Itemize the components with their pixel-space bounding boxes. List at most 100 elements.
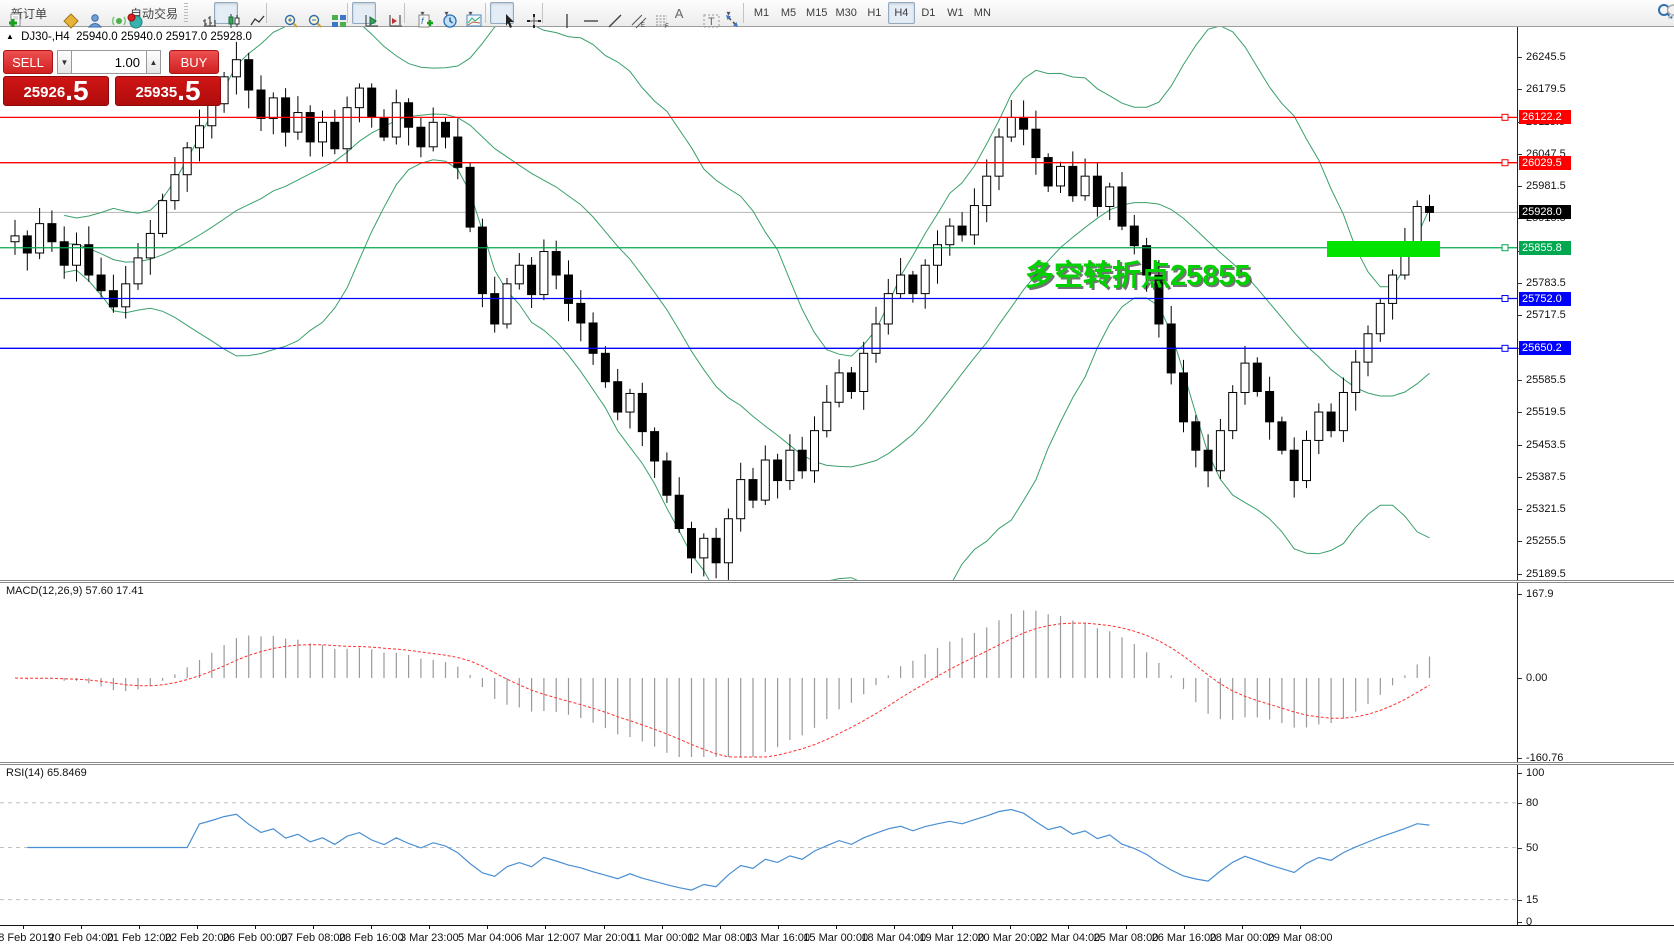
time-tick — [1125, 926, 1127, 929]
candle-body — [637, 392, 647, 433]
candle-body — [1215, 430, 1225, 472]
price-tick-label: 25783.5 — [1526, 277, 1566, 290]
collapse-triangle-icon[interactable]: ▲ — [6, 32, 14, 41]
indicators-button[interactable]: f ▾ — [409, 2, 433, 28]
hline-handle[interactable] — [1501, 244, 1509, 252]
rsi-label: RSI(14) 65.8469 — [6, 767, 87, 779]
horizontal-line-button[interactable] — [571, 2, 599, 24]
timeframe-w1[interactable]: W1 — [947, 7, 964, 19]
timeframe-m15[interactable]: M15 — [806, 7, 828, 19]
one-click-trading-panel: SELL ▼ ▲ BUY 25926.5 25935.5 — [3, 50, 222, 106]
chart-shift-button[interactable] — [376, 2, 403, 27]
main-toolbar: 新订单 自动交易 — [0, 0, 1674, 29]
sell-price-display[interactable]: 25926.5 — [3, 76, 109, 106]
timeframe-h1[interactable]: H1 — [867, 7, 882, 19]
timeframe-mn[interactable]: MN — [973, 7, 991, 19]
candle-body — [883, 293, 893, 325]
candle-body — [1006, 116, 1016, 138]
indicators-caret: ▾ — [420, 8, 425, 18]
time-label: 26 Mar 16:00 — [1151, 932, 1217, 944]
templates-button[interactable]: ▾ — [457, 2, 482, 27]
time-tick — [255, 926, 257, 929]
pane-divider-macd[interactable] — [0, 580, 1674, 583]
candlestick-chart-button[interactable] — [214, 2, 240, 28]
candle-body — [305, 112, 315, 143]
timeframe-m1[interactable]: M1 — [753, 7, 770, 19]
chart-annotation-text[interactable]: 多空转折点25855 — [1025, 260, 1251, 292]
buy-price-display[interactable]: 25935.5 — [115, 76, 221, 106]
price-tick — [1518, 153, 1522, 155]
rsi-pane[interactable] — [0, 765, 1517, 925]
timeframe-d1[interactable]: D1 — [921, 7, 936, 19]
time-label: 19 Mar 12:00 — [919, 932, 985, 944]
time-tick — [1009, 926, 1011, 929]
candle-body — [551, 251, 561, 276]
candle-body — [1203, 449, 1213, 472]
time-label: 29 Mar 08:00 — [1267, 932, 1333, 944]
profiles-button[interactable] — [51, 2, 79, 29]
label-tool-button[interactable]: T — [691, 2, 720, 28]
timeframe-h4[interactable]: H4 — [887, 2, 915, 24]
candle-body — [1326, 411, 1336, 432]
volume-increase-button[interactable]: ▲ — [146, 50, 161, 74]
candle-body — [969, 205, 979, 236]
tile-windows-button[interactable] — [319, 2, 347, 27]
hline-handle[interactable] — [1501, 295, 1509, 303]
text-tool-button[interactable]: A — [667, 2, 691, 24]
candle-body — [650, 431, 660, 462]
signal-button[interactable] — [99, 2, 127, 26]
price-tick-label: 25255.5 — [1526, 535, 1566, 548]
highlight-rectangle[interactable] — [1327, 241, 1440, 257]
periods-button[interactable]: ▾ — [433, 2, 457, 28]
autotrade-button[interactable]: 自动交易 — [123, 2, 182, 29]
hline-price-label: 26029.5 — [1519, 155, 1571, 170]
candle-body — [182, 147, 192, 176]
zoom-in-button[interactable] — [271, 2, 298, 28]
buy-button[interactable]: BUY — [169, 50, 219, 74]
sell-button[interactable]: SELL — [3, 50, 53, 74]
hline-handle[interactable] — [1501, 344, 1509, 352]
time-label: 28 Mar 00:00 — [1209, 932, 1275, 944]
candle-body — [1080, 175, 1090, 197]
svg-text:E: E — [641, 23, 645, 29]
candle-body — [1289, 449, 1299, 482]
time-label: 3 Mar 23:00 — [399, 932, 459, 944]
price-tick — [1518, 57, 1522, 58]
svg-text:f: f — [421, 16, 425, 26]
main-chart-pane[interactable] — [0, 27, 1517, 580]
candle-body — [527, 264, 537, 296]
time-tick — [429, 926, 431, 929]
price-axis[interactable]: 26245.526179.526113.526047.525981.525915… — [1517, 27, 1674, 928]
volume-input[interactable] — [72, 50, 146, 74]
vertical-line-button[interactable] — [547, 2, 571, 28]
macd-tick — [1518, 594, 1522, 596]
new-order-button[interactable]: 新订单 — [4, 2, 51, 27]
timeframe-m5[interactable]: M5 — [780, 7, 797, 19]
crosshair-button[interactable] — [514, 2, 542, 28]
arrows-button[interactable]: ▾ — [715, 2, 739, 27]
volume-decrease-button[interactable]: ▼ — [57, 50, 72, 74]
price-tick — [1518, 315, 1522, 317]
trendline-button[interactable] — [595, 2, 622, 28]
rsi-tick — [1518, 773, 1522, 774]
fibonacci-button[interactable]: F — [643, 2, 669, 29]
hline-handle[interactable] — [1501, 159, 1509, 167]
candle-body — [748, 479, 758, 501]
pane-divider-rsi[interactable] — [0, 762, 1674, 765]
data-window-button[interactable] — [75, 2, 103, 28]
macd-tick-label: 0.00 — [1526, 672, 1548, 684]
timeframe-m30[interactable]: M30 — [835, 7, 857, 19]
line-chart-button[interactable] — [238, 2, 265, 26]
hline-handle[interactable] — [1501, 113, 1509, 121]
candle-body — [268, 97, 278, 119]
macd-pane[interactable] — [0, 583, 1517, 763]
auto-scroll-button[interactable] — [352, 2, 379, 27]
candle-body — [920, 264, 930, 295]
equidistant-channel-button[interactable]: E — [619, 2, 647, 29]
cursor-button[interactable] — [490, 2, 515, 28]
candle-body — [1338, 391, 1348, 432]
zoom-out-button[interactable] — [295, 2, 322, 28]
bar-chart-button[interactable] — [190, 2, 217, 27]
candle-body — [1019, 116, 1029, 130]
